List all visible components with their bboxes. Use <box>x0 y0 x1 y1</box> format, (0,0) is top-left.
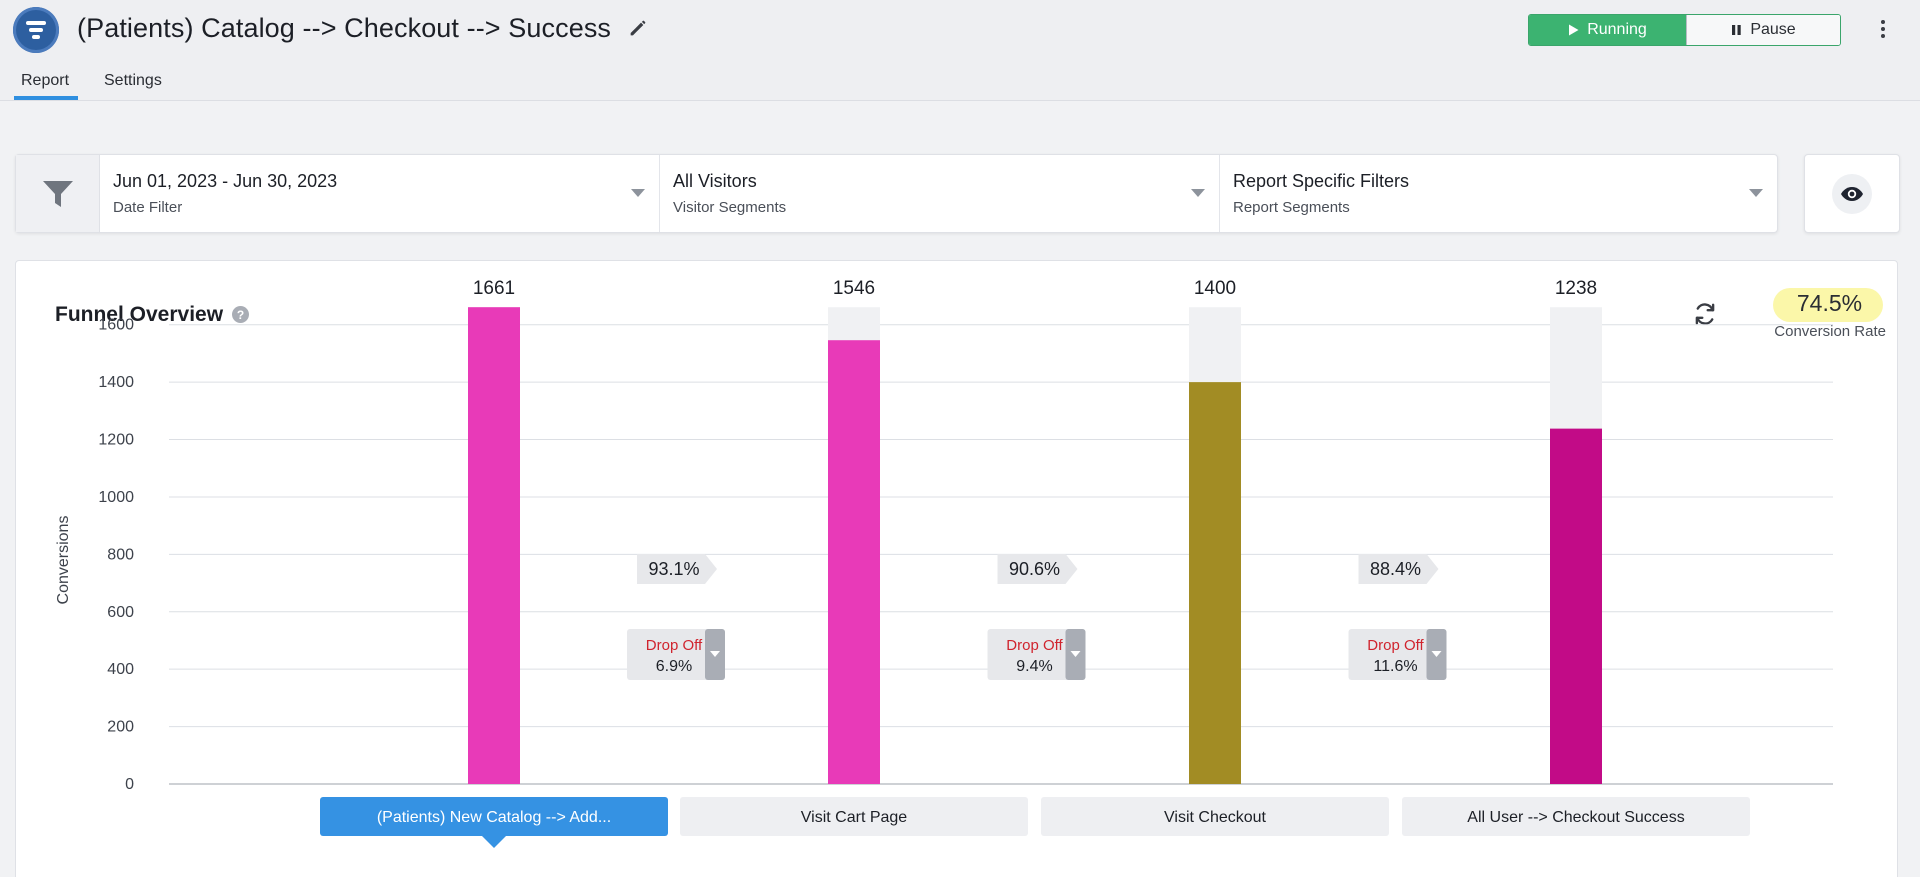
pause-label: Pause <box>1750 21 1796 38</box>
y-tick-label: 0 <box>125 776 134 793</box>
visitor-segments-value: All Visitors <box>673 171 757 191</box>
dropoff-box <box>627 629 725 680</box>
visitor-segments-filter[interactable]: All Visitors Visitor Segments <box>660 155 1220 232</box>
dropoff-box <box>987 629 1086 680</box>
bar-value-label: 1546 <box>833 278 875 299</box>
caret-down-icon <box>1749 189 1763 197</box>
more-options-icon[interactable] <box>1872 16 1894 42</box>
running-label: Running <box>1587 21 1647 38</box>
pause-button[interactable]: Pause <box>1686 15 1840 45</box>
active-tab-indicator <box>14 96 78 100</box>
eye-icon <box>1841 186 1863 201</box>
step-conversion-rate: 90.6% <box>1009 559 1060 579</box>
step-button-4[interactable] <box>1402 797 1750 836</box>
conversion-rate-value: 74.5% <box>1796 290 1863 316</box>
running-button[interactable]: Running <box>1529 15 1686 45</box>
y-tick-label: 1400 <box>98 374 134 391</box>
dropoff-label: Drop Off <box>1367 637 1424 654</box>
dropoff-value: 9.4% <box>1016 658 1052 675</box>
date-filter-label: Date Filter <box>113 199 183 216</box>
y-axis-label: Conversions <box>55 516 72 605</box>
play-icon <box>1569 24 1579 36</box>
dropoff-value: 6.9% <box>656 658 692 675</box>
bar-2[interactable] <box>828 340 880 784</box>
caret-down-icon <box>1191 189 1205 197</box>
conversion-rate-label: Conversion Rate <box>1774 323 1886 340</box>
bar-value-label: 1661 <box>473 278 515 299</box>
app-logo[interactable] <box>13 7 59 53</box>
step-conversion-rate: 93.1% <box>648 559 699 579</box>
y-tick-label: 200 <box>107 719 134 736</box>
bar-1[interactable] <box>468 307 520 784</box>
filter-button[interactable] <box>16 155 100 232</box>
tab-report[interactable]: Report <box>21 72 70 89</box>
pause-icon <box>1732 25 1742 35</box>
y-tick-label: 1000 <box>98 489 134 506</box>
filter-bar: Jun 01, 2023 - Jun 30, 2023 Date Filter … <box>15 154 1778 233</box>
page-title: (Patients) Catalog --> Checkout --> Succ… <box>77 13 612 43</box>
step-label: Visit Checkout <box>1164 809 1267 826</box>
eye-icon-wrap <box>1832 173 1872 214</box>
funnel-overview-card: Funnel Overview ? 74.5% Conversion Rate … <box>15 260 1898 877</box>
tab-settings[interactable]: Settings <box>104 72 162 89</box>
bar-3[interactable] <box>1189 382 1241 784</box>
report-segments-label: Report Segments <box>1233 199 1350 216</box>
y-tick-label: 800 <box>107 546 134 563</box>
conversion-rate-tag <box>997 554 1078 584</box>
dropoff-box <box>1348 629 1447 680</box>
selected-step-pointer <box>482 836 506 848</box>
y-tick-label: 1600 <box>98 317 134 334</box>
dropoff-label: Drop Off <box>646 637 703 654</box>
step-conversion-rate: 88.4% <box>1370 559 1421 579</box>
conversion-rate-highlight <box>1773 288 1883 322</box>
bar-value-label: 1238 <box>1555 278 1597 299</box>
y-tick-label: 600 <box>107 604 134 621</box>
help-icon[interactable]: ? <box>232 306 249 323</box>
step-label: Visit Cart Page <box>801 809 908 826</box>
visibility-button[interactable] <box>1804 154 1900 233</box>
app-header: (Patients) Catalog --> Checkout --> Succ… <box>0 0 1920 101</box>
funnel-title: Funnel Overview <box>55 303 224 326</box>
refresh-icon[interactable] <box>1692 301 1718 327</box>
caret-down-icon <box>1070 651 1081 657</box>
logo-icon <box>26 21 46 39</box>
date-filter[interactable]: Jun 01, 2023 - Jun 30, 2023 Date Filter <box>100 155 660 232</box>
report-segments-filter[interactable]: Report Specific Filters Report Segments <box>1220 155 1777 232</box>
step-label: All User --> Checkout Success <box>1467 809 1684 826</box>
step-label: (Patients) New Catalog --> Add... <box>377 809 611 826</box>
caret-down-icon <box>710 651 720 657</box>
y-tick-label: 400 <box>107 661 134 678</box>
bar-value-label: 1400 <box>1194 278 1236 299</box>
dropoff-value: 11.6% <box>1373 658 1417 675</box>
bar-4[interactable] <box>1550 428 1602 784</box>
funnel-filter-icon <box>42 180 73 207</box>
step-button-2[interactable] <box>680 797 1028 836</box>
caret-down-icon <box>631 189 645 197</box>
pencil-icon[interactable] <box>627 17 649 39</box>
date-filter-value: Jun 01, 2023 - Jun 30, 2023 <box>113 171 338 191</box>
step-button-3[interactable] <box>1041 797 1389 836</box>
run-state-toggle: Running Pause <box>1528 14 1841 46</box>
caret-down-icon <box>1431 651 1442 657</box>
visitor-segments-label: Visitor Segments <box>673 199 787 216</box>
funnel-chart: 0 200 400 600 800 1000 1200 1400 1600 Conversions… <box>55 278 1833 848</box>
y-tick-label: 1200 <box>98 432 134 449</box>
report-segments-value: Report Specific Filters <box>1233 171 1410 191</box>
conversion-rate-tag <box>637 554 717 584</box>
step-button-1[interactable] <box>320 797 668 836</box>
dropoff-label: Drop Off <box>1006 637 1063 654</box>
conversion-rate-tag <box>1358 554 1439 584</box>
